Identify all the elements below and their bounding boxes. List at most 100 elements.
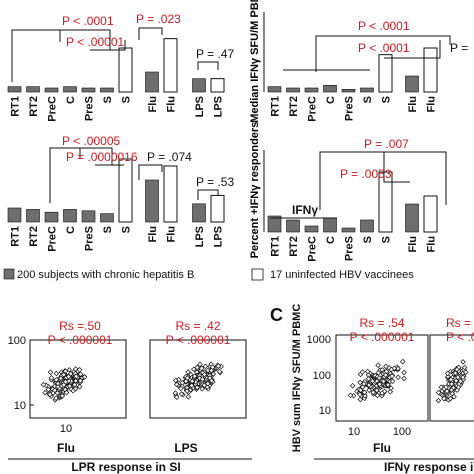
scatter-point xyxy=(48,375,55,381)
x-tick-label: Flu xyxy=(426,236,438,253)
panel-middle-left: RT1 RT2 PreC C PreS S S Flu Flu LPS LPS P < .00005… xyxy=(7,134,234,252)
scatter-point xyxy=(379,390,385,396)
panel-letter: C xyxy=(270,305,283,325)
scatter-point xyxy=(365,376,372,382)
scatter-point xyxy=(374,392,381,399)
x-axis-label: LPS xyxy=(174,441,197,455)
y-axis-label-line: Median IFNγ SFU/M PBMC xyxy=(249,0,261,123)
scatter-point xyxy=(198,365,205,372)
scatter-point xyxy=(379,367,386,373)
scatter-point xyxy=(42,389,48,396)
scatter-point xyxy=(357,379,363,386)
x-tick-label: S xyxy=(362,96,374,103)
bar-vaccinee xyxy=(423,47,438,93)
scatter-point xyxy=(461,364,468,371)
scatter-point xyxy=(178,391,185,397)
scatter-point xyxy=(347,392,354,399)
scatter-point xyxy=(53,370,60,377)
legend-swatch-dark xyxy=(3,268,15,280)
scatter-point xyxy=(207,375,213,381)
scatter-point xyxy=(448,387,455,393)
scatter-point xyxy=(178,385,184,392)
x-tick-label: Flu xyxy=(407,96,419,113)
scatter-point xyxy=(202,363,209,370)
x-tick-label: 10 xyxy=(348,426,360,438)
scatter-point xyxy=(173,381,180,388)
scatter-point xyxy=(215,363,222,369)
x-tick-label: PreC xyxy=(307,236,319,262)
scatter-point xyxy=(199,376,206,382)
scatter-point xyxy=(210,371,217,377)
scatter-point xyxy=(357,396,364,403)
x-tick-label: LPS xyxy=(213,226,225,247)
x-tick-label: S xyxy=(121,226,133,233)
legend-label-open: 17 uninfected HBV vaccinees xyxy=(270,269,414,281)
significance-bracket xyxy=(90,40,126,51)
p-value-label: P < .000001 xyxy=(350,330,415,344)
bar-chronic-hbv xyxy=(100,87,114,93)
p-value-label: P < .00001 xyxy=(66,35,124,49)
scatter-point xyxy=(205,367,211,374)
bar-vaccinee xyxy=(118,47,133,93)
scatter-point xyxy=(194,369,200,375)
scatter-points xyxy=(347,358,407,403)
scatter-point xyxy=(460,359,466,365)
scatter-point xyxy=(395,374,401,381)
scatter-point xyxy=(73,373,79,380)
scatter-point xyxy=(375,362,381,368)
scatter-point xyxy=(59,393,66,399)
scatter-point xyxy=(460,374,466,381)
scatter-point xyxy=(445,373,451,380)
scatter-point xyxy=(53,395,59,401)
scatter-point xyxy=(443,384,449,390)
p-value-label: P = .53 xyxy=(196,175,234,189)
scatter-point xyxy=(362,392,368,399)
scatter-point xyxy=(453,378,459,384)
bar-chronic-hbv xyxy=(100,213,114,223)
p-value-label: P < .00005 xyxy=(62,134,120,148)
scatter-point xyxy=(52,383,58,390)
scatter-point xyxy=(55,383,61,390)
p-value-label: P = xyxy=(450,41,468,55)
scatter-point xyxy=(62,379,69,385)
x-tick-label: C xyxy=(65,226,77,234)
x-tick-label: PreC xyxy=(307,96,319,122)
scatter-point xyxy=(374,378,380,384)
scatter-point xyxy=(179,380,186,386)
x-tick-label: Flu xyxy=(147,226,159,243)
scatter-point xyxy=(209,364,216,370)
x-tick-label: Flu xyxy=(426,96,438,113)
bar-chronic-hbv xyxy=(405,75,419,93)
legend-swatch-open xyxy=(251,268,264,281)
bar-chronic-hbv xyxy=(192,78,206,93)
bar-vaccinee xyxy=(378,54,393,93)
bar-chronic-hbv xyxy=(267,86,282,93)
x-tick-label: S xyxy=(362,236,374,243)
panel-middle-right: Percent +IFNγ responders RT1 RT2 PreC C PreS… xyxy=(249,122,447,262)
scatter-point xyxy=(71,382,78,388)
x-tick-label: RT2 xyxy=(28,96,40,117)
x-tick-labels: RT1 RT2 PreC C PreS S S Flu Flu xyxy=(270,96,438,122)
x-tick-label: 10 xyxy=(60,423,72,435)
rs-label: Rs =.50 xyxy=(59,319,101,333)
scatter-point xyxy=(40,382,47,388)
bar-group xyxy=(267,171,438,233)
scatter-point xyxy=(60,371,67,378)
scatter-point xyxy=(375,370,382,376)
scatter-point xyxy=(361,381,367,387)
scatter-point xyxy=(55,380,61,387)
scatter-point xyxy=(194,364,200,371)
p-value-label: P = .023 xyxy=(136,12,181,26)
bar-vaccinee xyxy=(163,38,178,93)
scatter-point xyxy=(70,388,76,394)
x-tick-label: RT2 xyxy=(288,236,300,257)
scatter-point xyxy=(349,382,356,389)
scatter-point xyxy=(65,373,72,380)
x-tick-label: RT1 xyxy=(10,96,22,117)
significance-bracket xyxy=(138,164,163,180)
scatter-point xyxy=(395,365,401,372)
shared-x-axis-label: IFNγ response in SFU xyxy=(384,460,474,474)
significance-bracket xyxy=(315,35,451,72)
scatter-point xyxy=(76,367,83,373)
x-tick-label: S xyxy=(381,96,393,103)
